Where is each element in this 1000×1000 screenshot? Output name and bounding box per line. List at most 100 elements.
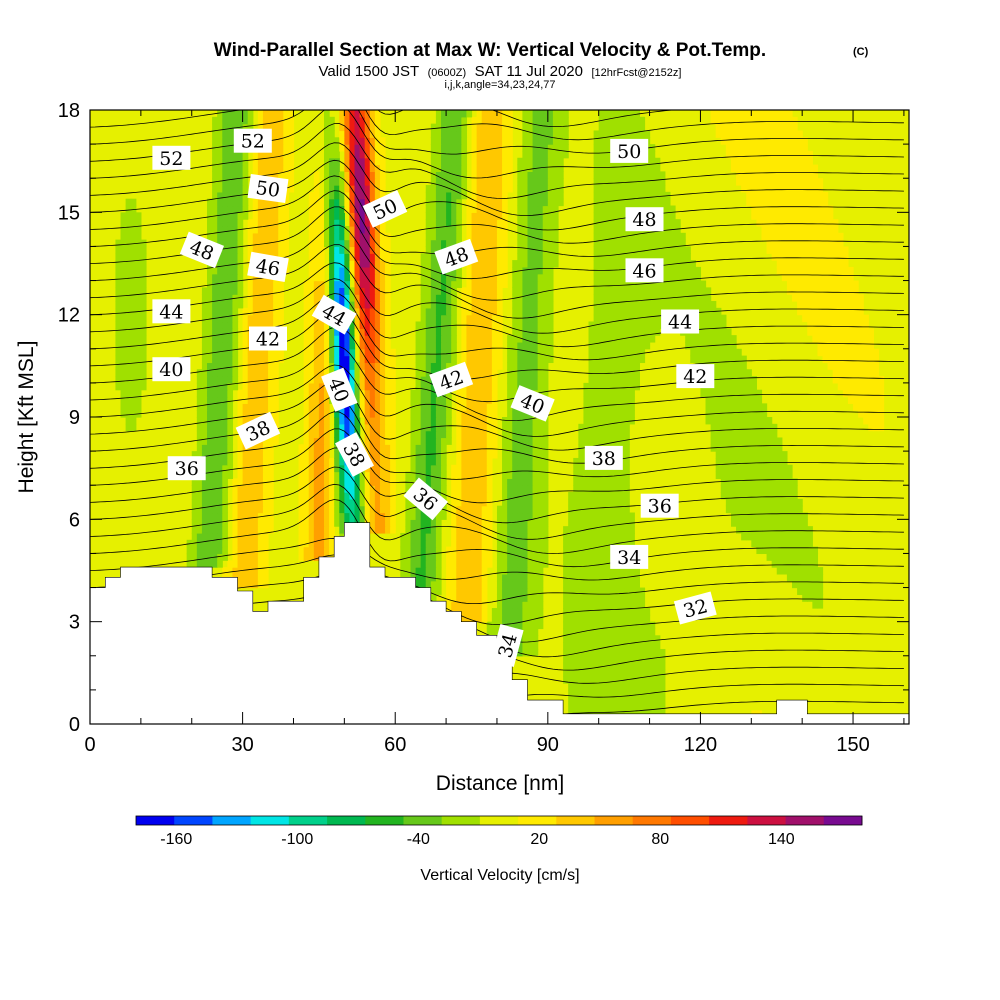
velocity-cell xyxy=(537,444,544,452)
velocity-cell xyxy=(344,512,351,520)
velocity-cell xyxy=(369,417,376,425)
velocity-cell xyxy=(410,505,417,514)
velocity-cell xyxy=(354,294,361,302)
velocity-cell xyxy=(527,437,534,445)
velocity-cell xyxy=(730,403,737,411)
velocity-cell xyxy=(268,512,274,520)
velocity-cell xyxy=(619,505,625,514)
velocity-cell xyxy=(598,471,605,479)
velocity-cell xyxy=(237,560,244,568)
velocity-cell xyxy=(502,560,508,568)
velocity-cell xyxy=(710,328,717,336)
velocity-cell xyxy=(868,369,874,377)
velocity-cell xyxy=(730,437,737,445)
velocity-cell xyxy=(476,464,483,473)
velocity-cell xyxy=(222,362,228,370)
velocity-cell xyxy=(634,669,640,677)
velocity-cell xyxy=(837,335,844,343)
velocity-cell xyxy=(664,273,671,282)
velocity-cell xyxy=(639,594,646,602)
velocity-cell xyxy=(207,430,213,439)
velocity-cell xyxy=(324,539,330,548)
velocity-cell xyxy=(262,457,269,466)
velocity-cell xyxy=(629,287,635,295)
velocity-cell xyxy=(364,328,371,336)
velocity-cell xyxy=(720,335,727,343)
velocity-cell xyxy=(583,546,590,555)
velocity-cell xyxy=(135,314,142,323)
velocity-cell xyxy=(491,437,498,445)
velocity-cell xyxy=(217,348,223,357)
velocity-cell xyxy=(130,260,137,268)
velocity-cell xyxy=(308,369,315,377)
velocity-cell xyxy=(603,273,610,282)
velocity-cell xyxy=(308,430,315,439)
velocity-cell xyxy=(451,471,457,479)
velocity-cell xyxy=(298,532,305,541)
velocity-cell xyxy=(608,328,615,336)
velocity-cell xyxy=(125,239,132,248)
velocity-cell xyxy=(807,260,813,268)
velocity-cell xyxy=(242,573,249,582)
velocity-cell xyxy=(201,560,208,568)
velocity-cell xyxy=(603,362,610,370)
velocity-cell xyxy=(385,273,391,282)
velocity-cell xyxy=(140,321,147,329)
velocity-cell xyxy=(613,594,620,602)
velocity-cell xyxy=(466,341,473,350)
velocity-cell xyxy=(878,376,885,384)
velocity-cell xyxy=(725,355,732,364)
velocity-cell xyxy=(313,546,320,555)
velocity-cell xyxy=(313,376,320,384)
velocity-cell xyxy=(359,294,366,302)
velocity-cell xyxy=(634,294,640,302)
velocity-cell xyxy=(344,294,351,302)
velocity-cell xyxy=(308,403,315,411)
velocity-cell xyxy=(257,376,264,384)
velocity-cell xyxy=(802,553,808,561)
velocity-cell xyxy=(578,478,585,486)
velocity-cell xyxy=(588,573,595,582)
velocity-cell xyxy=(766,437,773,445)
velocity-cell xyxy=(196,539,203,548)
velocity-cell xyxy=(598,608,605,616)
velocity-cell xyxy=(461,301,468,309)
velocity-cell xyxy=(379,498,386,507)
velocity-cell xyxy=(227,389,234,398)
velocity-cell xyxy=(227,321,234,329)
velocity-cell xyxy=(481,246,488,254)
velocity-cell xyxy=(461,341,468,350)
velocity-cell xyxy=(425,253,432,261)
velocity-cell xyxy=(247,478,254,486)
velocity-cell xyxy=(257,457,264,466)
velocity-cell xyxy=(461,601,468,609)
velocity-cell xyxy=(257,348,264,357)
velocity-cell xyxy=(568,519,574,527)
velocity-cell xyxy=(476,423,483,432)
velocity-cell xyxy=(588,492,595,500)
velocity-cell xyxy=(252,246,259,254)
velocity-cell xyxy=(776,246,783,254)
velocity-cell xyxy=(207,321,213,329)
velocity-cell xyxy=(817,328,824,336)
velocity-cell xyxy=(313,539,320,548)
velocity-cell xyxy=(588,601,595,609)
velocity-cell xyxy=(720,444,727,452)
velocity-cell xyxy=(471,246,478,254)
velocity-cell xyxy=(303,492,310,500)
velocity-cell xyxy=(771,471,778,479)
velocity-cell xyxy=(781,253,788,261)
velocity-cell xyxy=(268,307,274,316)
velocity-cell xyxy=(807,546,813,555)
velocity-cell xyxy=(262,560,269,568)
velocity-cell xyxy=(837,253,844,261)
velocity-cell xyxy=(593,567,600,575)
velocity-cell xyxy=(730,478,737,486)
velocity-cell xyxy=(502,423,508,432)
velocity-cell xyxy=(634,341,640,350)
velocity-cell xyxy=(522,648,529,657)
velocity-cell xyxy=(502,601,508,609)
velocity-cell xyxy=(446,328,452,336)
velocity-cell xyxy=(613,580,620,589)
velocity-cell xyxy=(441,417,447,425)
